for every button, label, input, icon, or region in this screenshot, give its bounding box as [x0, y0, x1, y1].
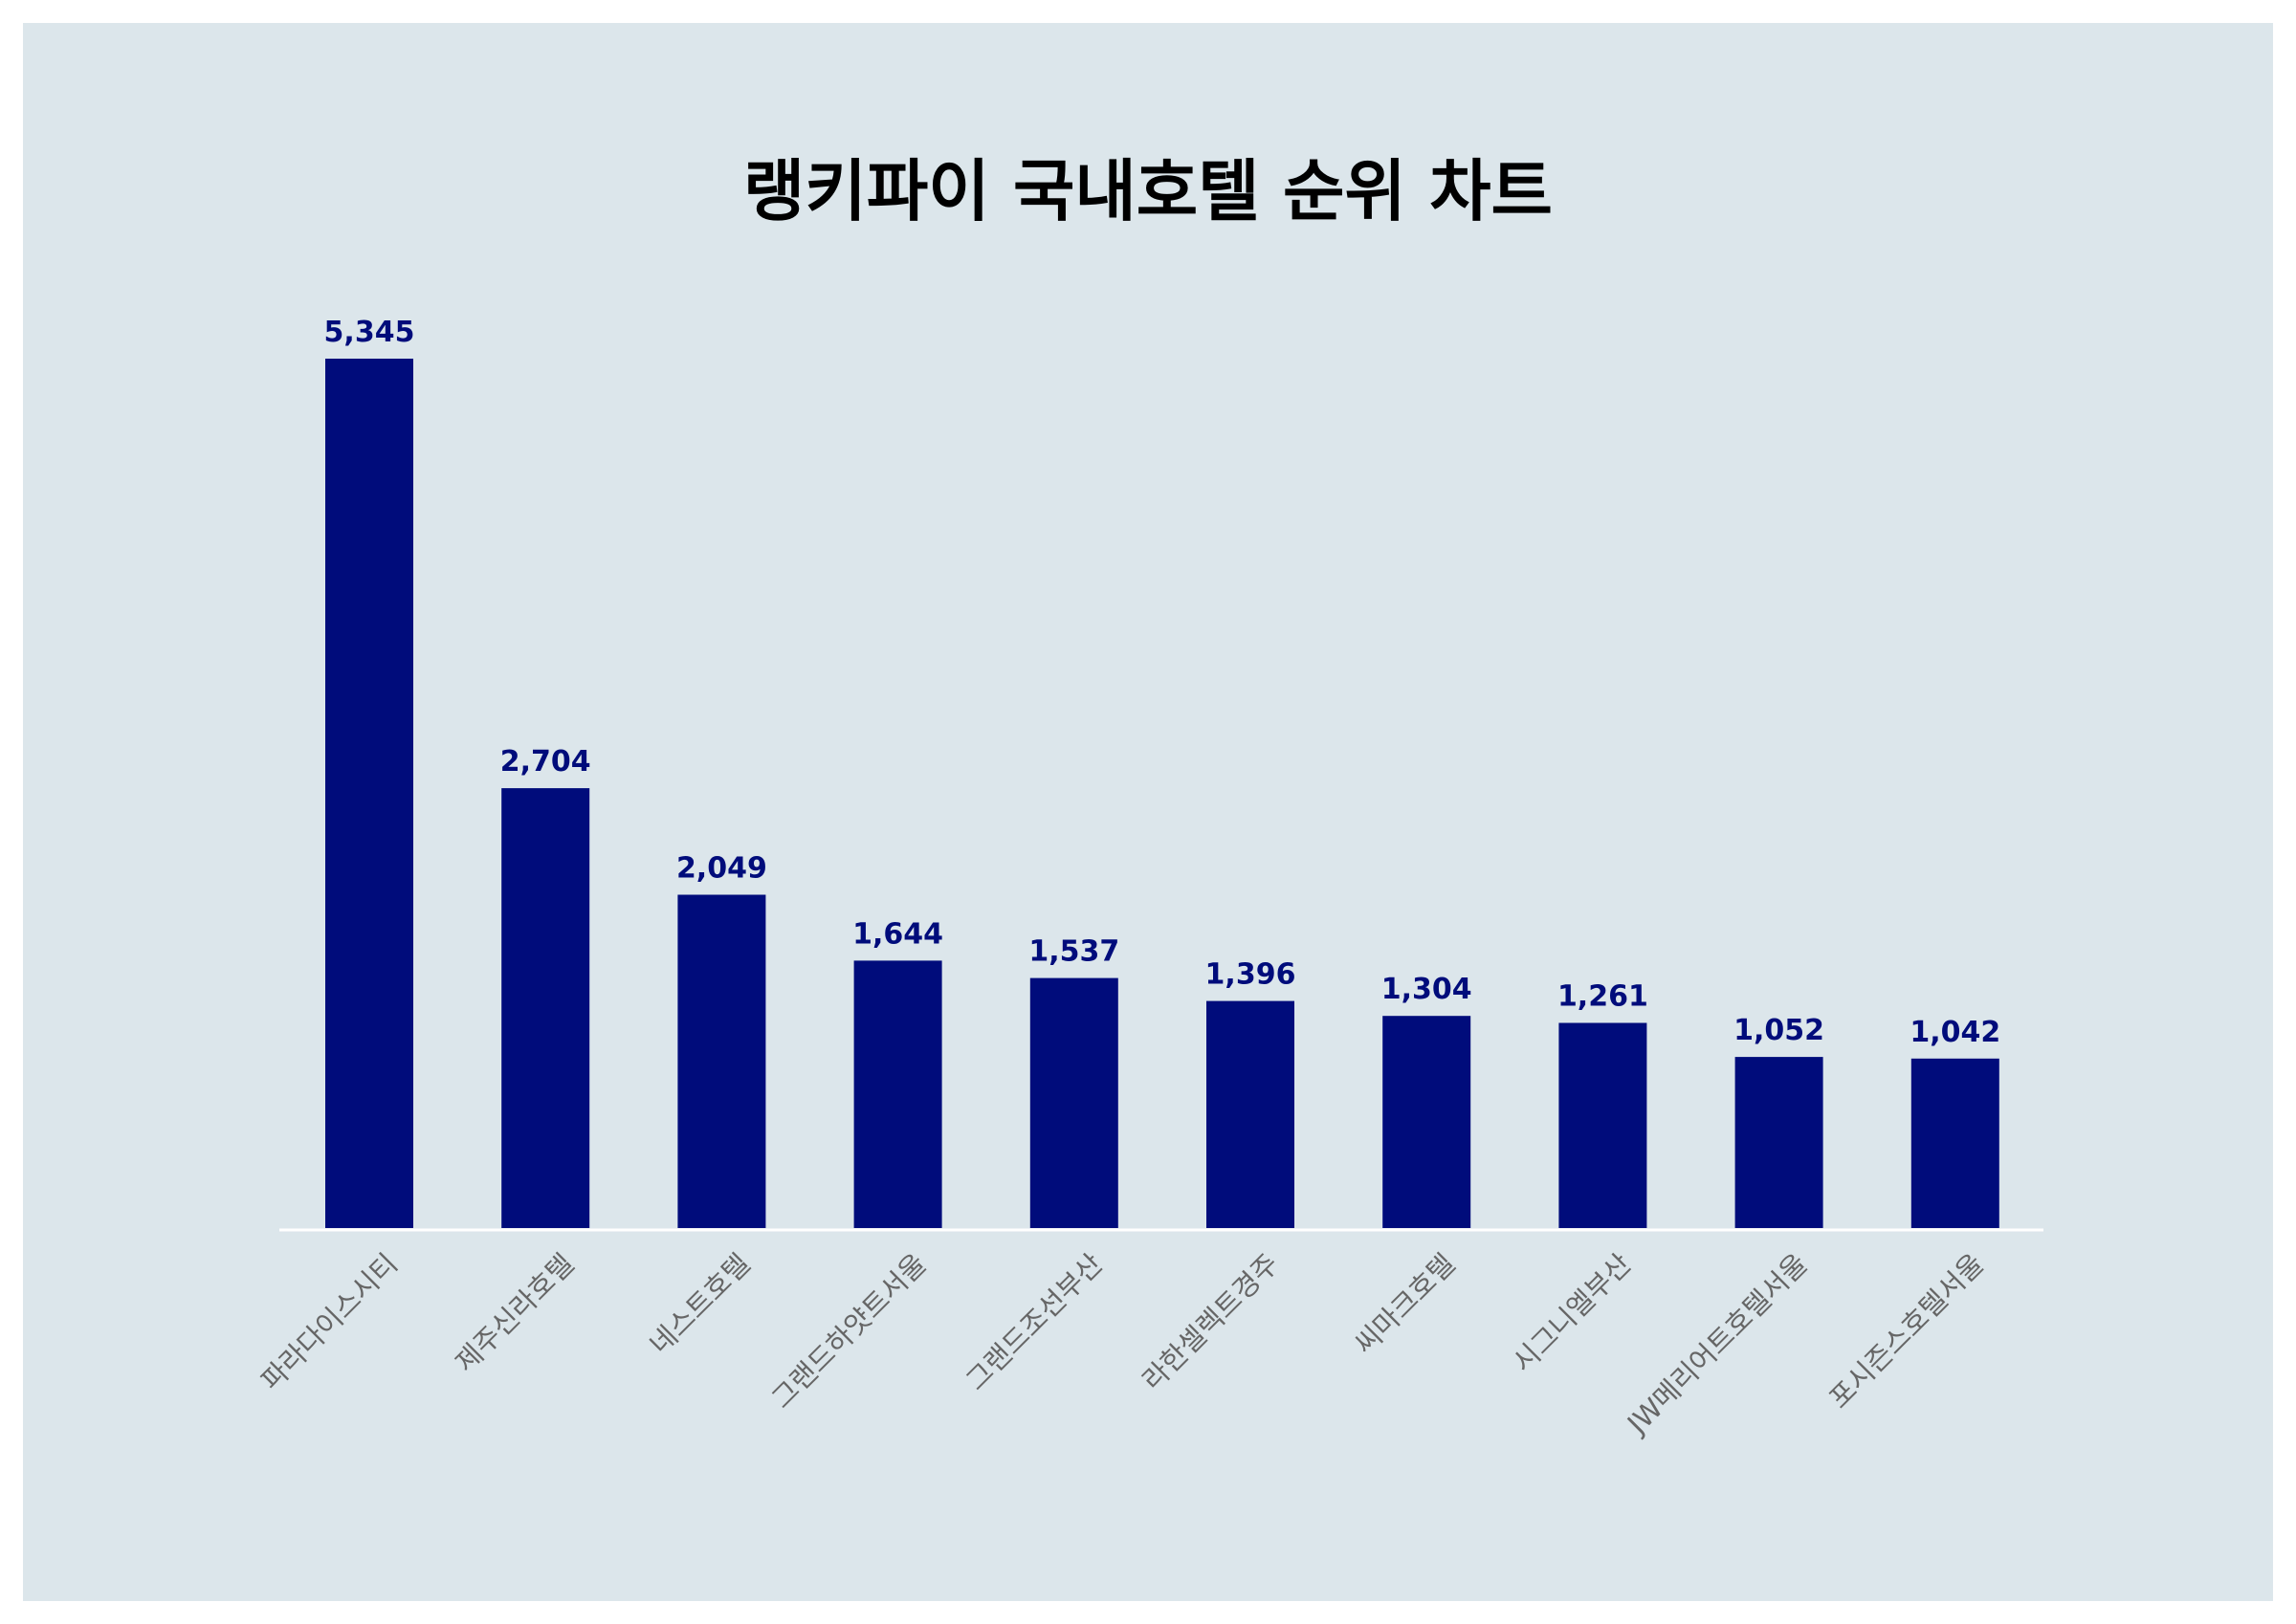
chart-title: 랭키파이 국내호텔 순위 차트 — [743, 152, 1553, 230]
bar-value-label: 2,049 — [676, 852, 767, 886]
bar-value-label: 5,345 — [324, 316, 415, 349]
x-tick-label: 그랜드하얏트서울 — [765, 1247, 933, 1415]
bar-value-label: 1,042 — [1910, 1016, 2000, 1049]
bar-value-label: 1,644 — [852, 917, 943, 951]
bar — [1558, 1022, 1647, 1228]
bar-chart: 5,345 2,704 2,049 1,644 1,537 1,396 1,304 1,261… — [254, 316, 2043, 1441]
bar — [1910, 1058, 1999, 1228]
x-tick-label: 라한셀렉트경주 — [1136, 1247, 1285, 1396]
x-tick-label: 제주신라호텔 — [449, 1247, 580, 1378]
x-tick-label: 씨마크호텔 — [1348, 1247, 1461, 1360]
chart-panel: 랭키파이 국내호텔 순위 차트 5,345 2,704 2,049 1,644 1,53… — [23, 23, 2273, 1601]
bar — [1206, 1000, 1294, 1228]
bar — [1382, 1016, 1471, 1228]
x-tick-label: 네스트호텔 — [643, 1247, 756, 1360]
bars-layer — [325, 359, 1999, 1228]
x-tick-label: 포시즌스호텔서울 — [1822, 1247, 1990, 1415]
bar — [853, 960, 942, 1228]
bar — [1734, 1057, 1823, 1228]
x-tick-label: JW메리어트호텔서울 — [1620, 1247, 1814, 1441]
bar — [325, 359, 413, 1228]
bar-value-label: 1,537 — [1028, 935, 1119, 969]
x-tick-label: 시그니엘부산 — [1506, 1247, 1637, 1378]
x-tick-label: 그랜드조선부산 — [960, 1247, 1109, 1396]
bar-value-label: 1,261 — [1557, 980, 1648, 1014]
bar-value-label: 2,704 — [500, 745, 591, 779]
bar-value-label: 1,052 — [1733, 1014, 1824, 1047]
bar-value-label: 1,396 — [1205, 958, 1296, 992]
bar — [501, 788, 590, 1228]
value-labels-layer: 5,345 2,704 2,049 1,644 1,537 1,396 1,304 1,261… — [324, 316, 2001, 1049]
x-tick-label: 파라다이스시티 — [254, 1247, 404, 1396]
tick-labels-layer: 파라다이스시티 제주신라호텔 네스트호텔 그랜드하얏트서울 그랜드조선부산 라한셀렉트경주… — [254, 1247, 1990, 1441]
bar — [1029, 977, 1118, 1228]
bar — [677, 894, 766, 1228]
bar-value-label: 1,304 — [1381, 973, 1472, 1006]
